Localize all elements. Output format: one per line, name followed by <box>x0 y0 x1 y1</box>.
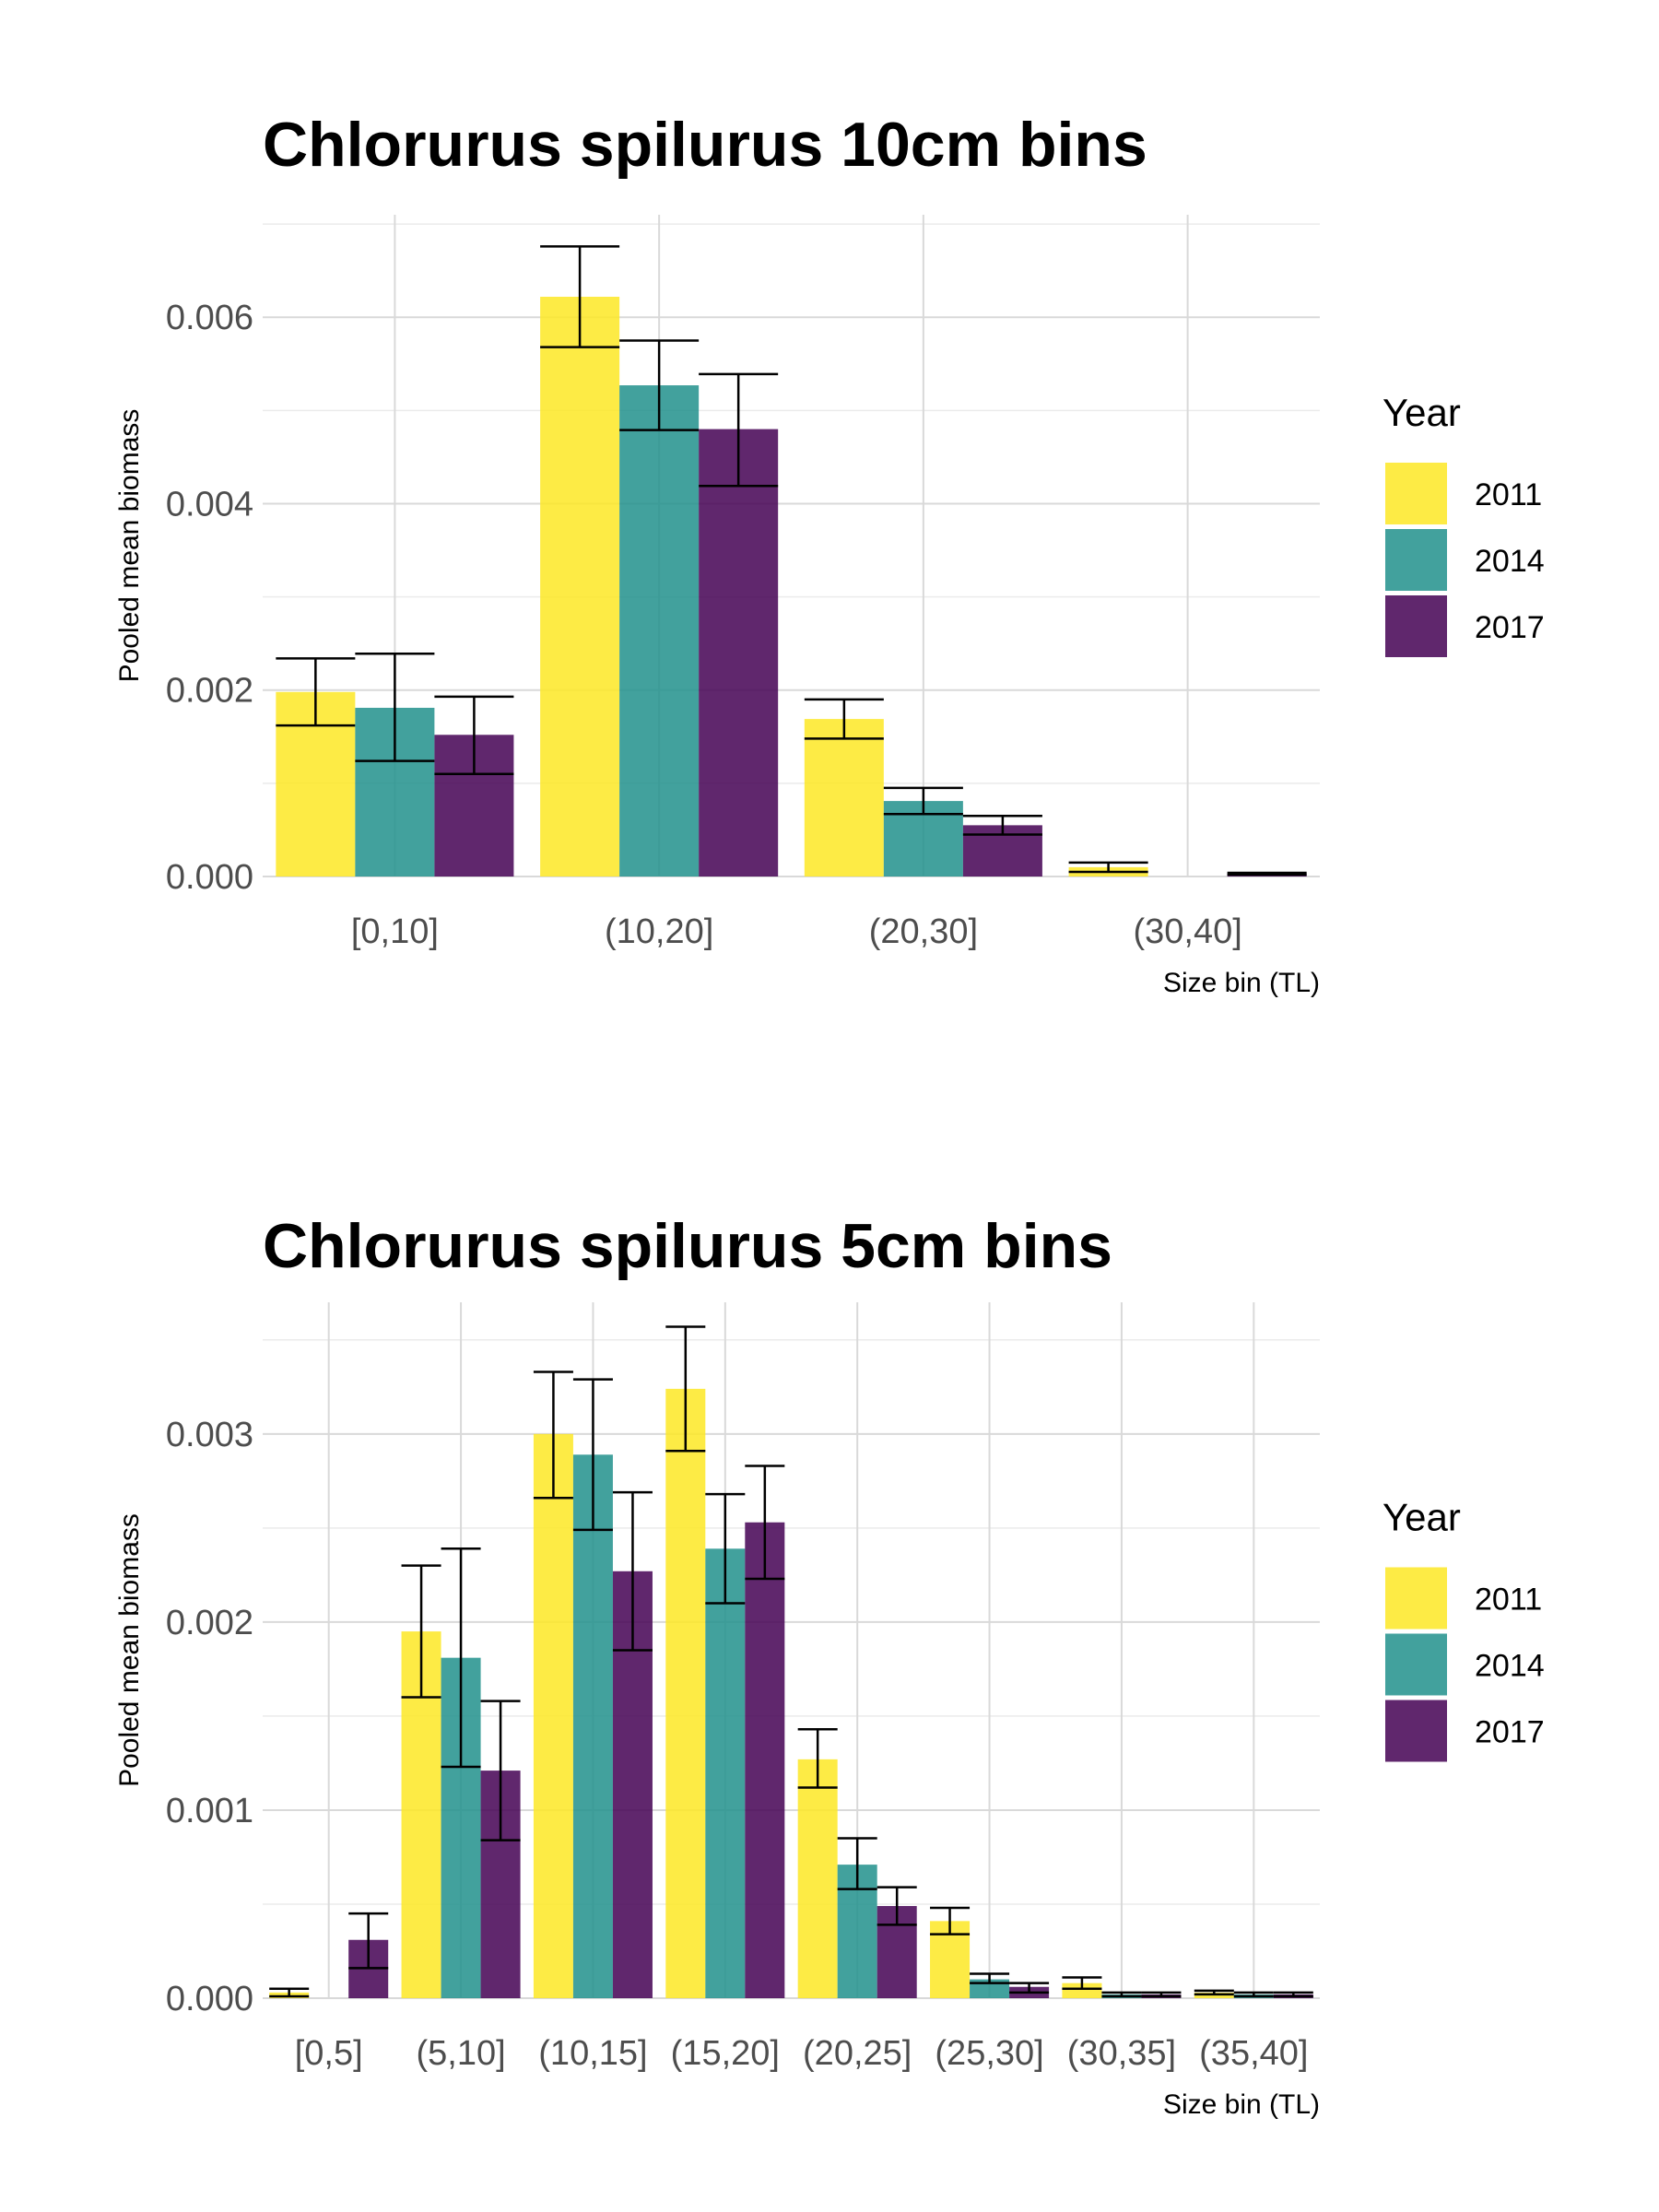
bar-2011 <box>804 719 884 877</box>
x-tick-label: (10,20] <box>605 912 713 951</box>
error-bar-2011 <box>804 698 884 740</box>
error-bar-2014 <box>1233 1991 1274 1998</box>
x-tick-label: [0,10] <box>351 912 439 951</box>
x-tick-label: (30,40] <box>1133 912 1241 951</box>
error-bar-2014 <box>355 653 435 762</box>
error-bar-2014 <box>572 1378 613 1532</box>
error-bar-2014 <box>1101 1991 1142 1998</box>
x-tick-label: (15,20] <box>671 2034 780 2073</box>
x-tick-label: (20,30] <box>869 912 978 951</box>
x-tick-label: (10,15] <box>538 2034 647 2073</box>
error-bar-2014 <box>705 1492 746 1605</box>
error-bar-2017 <box>434 695 514 776</box>
error-bar-2014 <box>883 786 963 816</box>
x-tick-label: [0,5] <box>295 2034 363 2073</box>
error-bar-2014 <box>837 1837 877 1890</box>
error-bar-2017 <box>962 815 1042 836</box>
chart-panel-5cm: Chlorurus spilurus 5cm bins 0.000 0.001 0.0… <box>0 1106 1659 2212</box>
bar-2011 <box>665 1388 706 1998</box>
legend-label-2011: 2011 <box>1475 1583 1542 1618</box>
x-tick-label: (30,35] <box>1067 2034 1176 2073</box>
legend-swatch-2011 <box>1385 463 1447 524</box>
y-axis-title: Pooled mean biomass <box>114 1513 145 1787</box>
error-bar-2014 <box>970 1972 1010 1984</box>
chart-panel-10cm: Chlorurus spilurus 10cm bins 0.000 0.002 0.… <box>114 110 1545 998</box>
error-bar-2011 <box>276 657 356 727</box>
error-bar-2017 <box>1009 1982 1050 1994</box>
bar-chart-10cm: Chlorurus spilurus 10cm bins 0.000 0.002 0.… <box>114 110 1545 998</box>
x-tick-label: (25,30] <box>935 2034 1043 2073</box>
legend-title: Year <box>1382 391 1461 434</box>
error-bar-2014 <box>441 1547 481 1769</box>
error-bar-2017 <box>348 1912 389 1970</box>
y-tick-label: 0.002 <box>166 672 253 711</box>
bar-chart-5cm: Chlorurus spilurus 5cm bins 0.000 0.001 0.0… <box>114 1211 1545 2120</box>
error-bar-2017 <box>1227 871 1307 877</box>
error-bar-2017 <box>745 1465 785 1581</box>
legend-label-2014: 2014 <box>1475 1649 1545 1684</box>
error-bar-2014 <box>619 339 700 431</box>
error-bar-2017 <box>699 372 779 488</box>
x-axis-title: Size bin (TL) <box>1163 968 1320 998</box>
legend-label-2014: 2014 <box>1475 544 1545 579</box>
chart-title: Chlorurus spilurus 5cm bins <box>263 1211 1112 1281</box>
legend-title: Year <box>1382 1496 1461 1539</box>
legend-swatch-2017 <box>1385 595 1447 657</box>
y-tick-label: 0.003 <box>166 1416 253 1454</box>
y-tick-label: 0.006 <box>166 299 253 337</box>
error-bar-2017 <box>1273 1991 1313 1998</box>
error-bar-2011 <box>533 1371 573 1500</box>
x-tick-label: (5,10] <box>416 2034 505 2073</box>
bar-2014 <box>619 385 700 877</box>
legend-label-2011: 2011 <box>1475 477 1542 512</box>
y-axis-title: Pooled mean biomass <box>114 409 145 683</box>
x-tick-label: (20,25] <box>803 2034 912 2073</box>
x-tick-label: (35,40] <box>1199 2034 1308 2073</box>
legend-label-2017: 2017 <box>1475 610 1545 645</box>
bar-2011 <box>540 296 620 877</box>
error-bar-2017 <box>480 1700 521 1841</box>
error-bar-2011 <box>1194 1989 1234 1996</box>
chart-title: Chlorurus spilurus 10cm bins <box>263 110 1147 180</box>
error-bar-2011 <box>797 1727 838 1789</box>
bar-2014 <box>572 1454 613 1998</box>
y-tick-label: 0.002 <box>166 1604 253 1642</box>
bar-2011 <box>797 1759 838 1998</box>
bar-2017 <box>699 429 779 877</box>
x-axis-title: Size bin (TL) <box>1163 2089 1320 2120</box>
error-bar-2011 <box>1062 1976 1102 1991</box>
bar-2014 <box>705 1548 746 1998</box>
legend-swatch-2014 <box>1385 529 1447 591</box>
error-bar-2017 <box>612 1490 653 1652</box>
legend-label-2017: 2017 <box>1475 1715 1545 1750</box>
error-bar-2011 <box>1068 861 1148 874</box>
bar-2011 <box>1062 1983 1102 1998</box>
legend-swatch-2011 <box>1385 1567 1447 1630</box>
y-tick-label: 0.001 <box>166 1792 253 1830</box>
y-tick-label: 0.000 <box>166 1980 253 2018</box>
legend-swatch-2017 <box>1385 1700 1447 1762</box>
y-tick-label: 0.000 <box>166 858 253 897</box>
error-bar-2011 <box>665 1325 706 1453</box>
error-bar-2017 <box>1141 1991 1182 1998</box>
error-bar-2011 <box>930 1906 971 1936</box>
legend-swatch-2014 <box>1385 1633 1447 1696</box>
error-bar-2011 <box>269 1987 310 1998</box>
y-tick-label: 0.004 <box>166 485 253 524</box>
bar-2011 <box>533 1433 573 1998</box>
error-bar-2011 <box>401 1564 441 1699</box>
error-bar-2011 <box>540 245 620 348</box>
bar-2017 <box>745 1522 785 1998</box>
error-bar-2017 <box>877 1886 917 1926</box>
